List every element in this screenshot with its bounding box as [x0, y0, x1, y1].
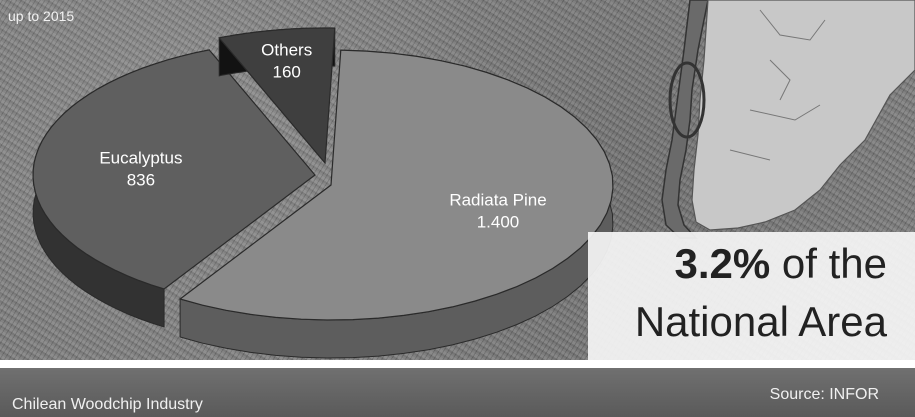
pie-chart: Radiata Pine 1.400 Eucalyptus 836 Others 160	[32, 27, 614, 359]
national-area-callout-box	[588, 232, 915, 360]
pie-label-value: 836	[127, 171, 155, 190]
pie-label-category: Radiata Pine	[449, 191, 546, 210]
pie-label-category: Others	[261, 40, 312, 59]
chile-region	[661, 0, 709, 239]
pie-labels: Radiata Pine 1.400 Eucalyptus 836 Others 160	[99, 40, 546, 231]
footer-title: Chilean Woodchip Industry	[12, 396, 203, 413]
subtitle: up to 2015	[8, 8, 75, 24]
south-america-map	[661, 0, 915, 239]
pie-label-value: 1.400	[477, 213, 520, 232]
national-area-line1: 3.2% of the	[675, 240, 888, 288]
national-area-percent: 3.2%	[674, 240, 771, 287]
pie-slice-eucalyptus	[32, 49, 316, 290]
pie-label-value: 160	[273, 62, 301, 81]
divider-strip	[0, 360, 915, 368]
pie-slice-others	[218, 27, 336, 165]
province-borders	[729, 9, 826, 161]
pie-slices	[32, 27, 614, 359]
footer-source: Source: INFOR	[769, 386, 879, 403]
national-area-of-the: of the	[770, 240, 887, 287]
region-highlight-ellipse	[668, 61, 706, 139]
footer-bar: Chilean Woodchip Industry Source: INFOR	[0, 368, 915, 417]
national-area-line2: National Area	[634, 298, 887, 345]
pie-label-category: Eucalyptus	[99, 149, 182, 168]
pie-slice-radiata-pine	[178, 49, 614, 321]
